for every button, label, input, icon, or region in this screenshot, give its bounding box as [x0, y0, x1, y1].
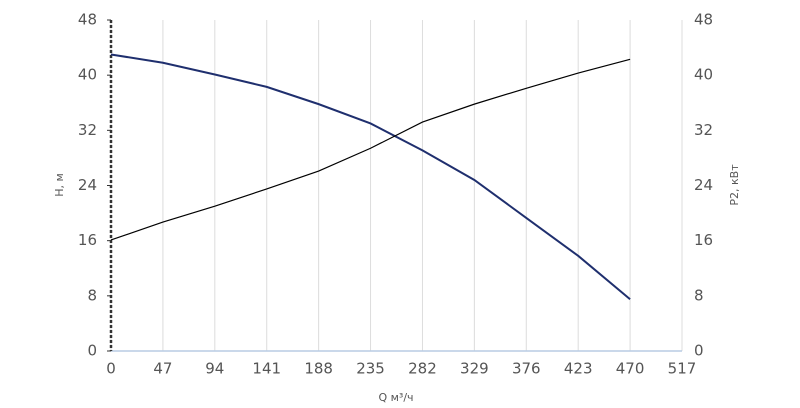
x-tick-label: 0: [106, 360, 116, 378]
x-tick-label: 423: [564, 360, 593, 378]
y2-tick-label: 8: [694, 286, 704, 304]
x-axis-label: Q м³/ч: [378, 391, 413, 404]
x-tick-label: 94: [205, 360, 224, 378]
y-tick-label: 24: [78, 176, 97, 194]
y2-tick-label: 24: [694, 176, 713, 194]
y-tick-label: 0: [87, 342, 97, 360]
x-tick-label: 517: [668, 360, 697, 378]
x-tick-label: 282: [408, 360, 437, 378]
x-tick-label: 235: [356, 360, 385, 378]
y2-tick-label: 48: [694, 11, 713, 29]
y-axis-label: H, м: [53, 173, 66, 197]
x-tick-label: 376: [512, 360, 541, 378]
y-tick-label: 8: [87, 286, 97, 304]
y2-tick-label: 40: [694, 66, 713, 84]
x-tick-label: 329: [460, 360, 489, 378]
y-tick-label: 40: [78, 66, 97, 84]
y-tick-label: 16: [78, 231, 97, 249]
x-tick-label: 188: [304, 360, 333, 378]
series-line: [110, 53, 631, 301]
y2-axis-label: P2, кВт: [728, 164, 741, 206]
x-tick-label: 47: [153, 360, 172, 378]
x-tick-label: 470: [616, 360, 645, 378]
y2-tick-label: 16: [694, 231, 713, 249]
y-tick-label: 32: [78, 121, 97, 139]
y-tick-label: 48: [78, 11, 97, 29]
x-tick-label: 141: [252, 360, 281, 378]
y2-tick-label: 32: [694, 121, 713, 139]
series-line: [110, 58, 631, 241]
y2-tick-label: 0: [694, 342, 704, 360]
